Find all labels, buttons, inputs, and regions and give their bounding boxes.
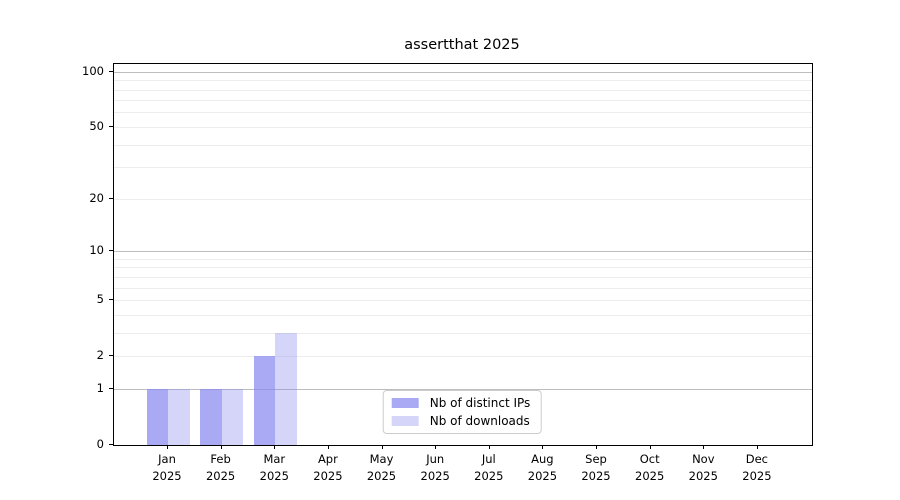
x-tick-month: May [369, 452, 394, 466]
x-tick-mark [756, 445, 758, 449]
x-tick-month: Jul [481, 452, 496, 466]
gridline-minor [114, 198, 812, 200]
x-tick-mark [703, 445, 705, 449]
bar-distinct-ips [146, 388, 168, 445]
x-tick-mark [649, 445, 651, 449]
x-tick-mark [596, 445, 597, 449]
x-tick-year: 2025 [313, 469, 343, 483]
gridline-minor [114, 100, 812, 102]
y-tick-mark [109, 299, 113, 300]
x-tick-year: 2025 [635, 469, 665, 483]
x-tick-month: Jan [158, 452, 176, 466]
chart-title: assertthat 2025 [404, 37, 520, 53]
x-tick-month: Apr [317, 452, 338, 466]
x-tick-label: Nov 2025 [658, 451, 748, 485]
x-tick-label: Apr 2025 [283, 451, 373, 485]
x-tick-mark [274, 445, 276, 449]
x-tick-month: Oct [639, 452, 660, 466]
bar-downloads [221, 388, 244, 445]
x-tick-label: Oct 2025 [605, 451, 695, 485]
x-tick-month: Feb [210, 452, 231, 466]
x-tick-month: Dec [745, 452, 769, 466]
gridline-minor [114, 80, 812, 82]
x-tick-label: Jan 2025 [122, 451, 212, 485]
x-tick-year: 2025 [366, 469, 397, 483]
y-tick-label: 2 [96, 348, 104, 363]
y-tick-label: 50 [89, 118, 104, 133]
y-tick-label: 1 [96, 380, 104, 395]
gridline-minor [114, 314, 812, 316]
bar-distinct-ips [253, 356, 276, 445]
x-tick-mark [327, 445, 329, 449]
x-tick-year: 2025 [527, 469, 558, 483]
y-tick-label: 5 [96, 292, 104, 306]
bar-distinct-ips [200, 388, 222, 445]
x-tick-month: Mar [263, 452, 286, 466]
legend-item-distinct-ips: Nb of distinct IPs [391, 396, 531, 410]
x-tick-year: 2025 [420, 469, 450, 483]
legend-label-downloads: Nb of downloads [429, 414, 530, 428]
gridline-minor [114, 258, 812, 260]
gridline-minor [114, 126, 812, 128]
x-tick-year: 2025 [205, 469, 236, 483]
x-tick-mark [488, 445, 490, 449]
y-tick-mark [109, 387, 113, 389]
plot-area [113, 63, 813, 446]
x-tick-year: 2025 [259, 469, 289, 483]
gridline-minor [114, 89, 812, 91]
x-tick-mark [381, 445, 383, 449]
gridline-major [114, 251, 812, 252]
y-tick-mark [109, 125, 113, 127]
legend: Nb of distinct IPs Nb of downloads [382, 390, 542, 434]
x-tick-year: 2025 [474, 469, 504, 483]
bar-downloads [275, 332, 297, 445]
gridline-major [114, 388, 812, 390]
x-tick-month: Aug [531, 452, 554, 466]
gridline-minor [114, 287, 812, 289]
gridline-minor [114, 267, 812, 269]
y-tick-label: 10 [89, 243, 104, 257]
gridline-minor [114, 112, 812, 114]
legend-label-distinct-ips: Nb of distinct IPs [429, 396, 531, 410]
gridline-major [114, 71, 812, 73]
gridline-minor [114, 356, 812, 358]
x-tick-label: Mar 2025 [229, 451, 319, 485]
gridline-minor [114, 167, 812, 169]
x-tick-label: Jul 2025 [444, 451, 534, 485]
x-tick-label: Jun 2025 [390, 451, 480, 485]
y-tick-mark [109, 70, 113, 72]
x-tick-mark [542, 445, 544, 449]
gridline-minor [114, 332, 812, 334]
x-tick-label: Aug 2025 [497, 451, 587, 485]
x-tick-year: 2025 [742, 469, 772, 483]
x-tick-mark [435, 445, 437, 449]
x-tick-year: 2025 [152, 469, 182, 483]
x-tick-label: Dec 2025 [712, 451, 802, 485]
y-tick-mark [109, 355, 113, 357]
y-tick-label: 100 [82, 63, 104, 78]
x-tick-label: May 2025 [337, 451, 427, 485]
y-tick-mark [109, 250, 113, 251]
legend-swatch-distinct-ips [391, 398, 419, 408]
gridline-minor [114, 144, 812, 146]
x-tick-mark [167, 445, 168, 449]
x-tick-month: Nov [692, 452, 715, 466]
x-tick-year: 2025 [688, 469, 718, 483]
y-tick-mark [109, 197, 113, 199]
y-tick-mark [109, 444, 113, 445]
y-tick-label: 0 [96, 437, 104, 451]
x-tick-month: Sep [585, 452, 607, 466]
legend-item-downloads: Nb of downloads [391, 414, 531, 428]
x-tick-mark [220, 445, 222, 449]
gridline-minor [114, 300, 812, 301]
gridline-minor [114, 276, 812, 278]
bar-downloads [168, 388, 190, 445]
y-tick-label: 20 [89, 190, 104, 205]
x-tick-month: Jun [426, 452, 445, 466]
x-tick-label: Feb 2025 [176, 451, 266, 485]
x-tick-year: 2025 [581, 469, 611, 483]
legend-swatch-downloads [391, 416, 419, 426]
x-tick-label: Sep 2025 [551, 451, 641, 485]
